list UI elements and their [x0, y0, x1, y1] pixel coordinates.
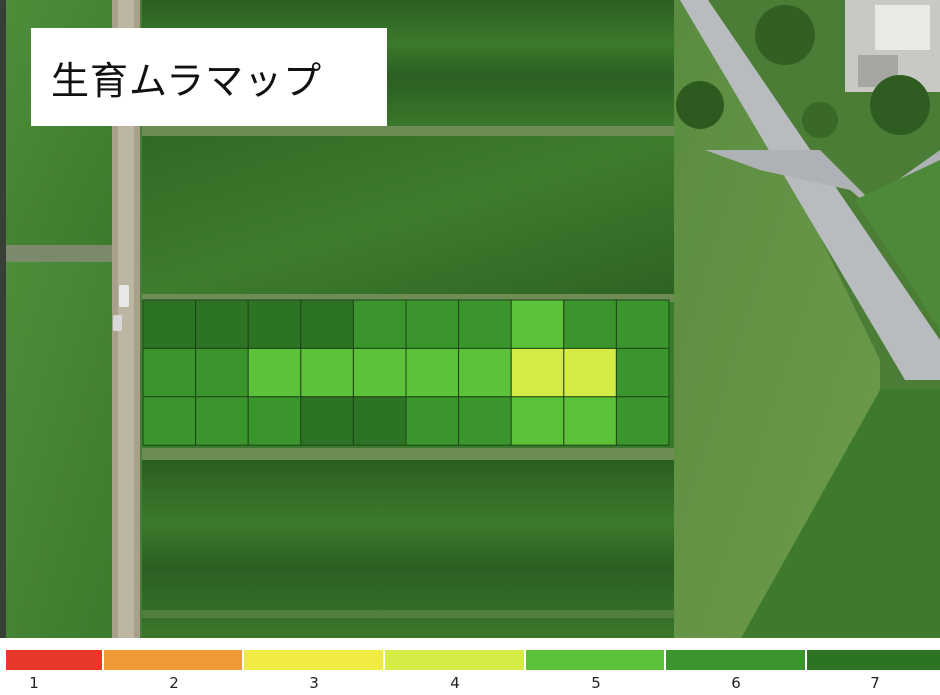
heatmap-cell [247, 347, 302, 398]
legend-label: 5 [591, 674, 601, 692]
paved-road [680, 0, 940, 380]
heatmap-cell [510, 396, 565, 446]
legend-label: 3 [309, 674, 319, 692]
heatmap-cell [300, 299, 354, 349]
heatmap-cell [615, 396, 670, 446]
heatmap-cell [458, 299, 512, 349]
legend-item: 5 [526, 650, 664, 695]
heatmap-cell [615, 299, 670, 349]
heatmap-cell [195, 396, 249, 446]
heatmap-cell [247, 299, 302, 349]
heatmap-cell [300, 347, 354, 398]
legend-swatch [6, 650, 102, 670]
heatmap-cell [458, 347, 512, 398]
heatmap-cell [142, 347, 197, 398]
legend-item: 2 [104, 650, 242, 695]
field-middle-upper [142, 136, 674, 294]
color-legend: 1 2 3 4 5 6 7 [0, 638, 940, 695]
legend-swatch [244, 650, 383, 670]
heatmap-cell [142, 299, 197, 349]
legend-label: 1 [29, 674, 39, 692]
heatmap-cell [563, 347, 617, 398]
tree [676, 81, 724, 129]
heatmap-cell [352, 299, 407, 349]
legend-item: 3 [244, 650, 383, 695]
heatmap-cell [247, 396, 302, 446]
tree [755, 5, 815, 65]
tree [870, 75, 930, 135]
heatmap-cell [195, 299, 249, 349]
legend-item: 1 [6, 650, 102, 695]
heatmap-cell [458, 396, 512, 446]
aerial-photo [0, 0, 940, 640]
legend-swatch [385, 650, 524, 670]
heatmap-cell [142, 396, 197, 446]
legend-label: 4 [450, 674, 460, 692]
vehicle [119, 285, 129, 307]
legend-swatch [807, 650, 940, 670]
tree [802, 102, 838, 138]
heatmap-cell [563, 396, 617, 446]
heatmap-cell [510, 299, 565, 349]
legend-swatch [666, 650, 805, 670]
legend-label: 2 [169, 674, 179, 692]
legend-swatch [526, 650, 664, 670]
heatmap-cell [563, 299, 617, 349]
legend-item: 4 [385, 650, 524, 695]
right-field-lower [740, 390, 940, 640]
heatmap-cell [195, 347, 249, 398]
legend-label: 7 [870, 674, 880, 692]
grass-strip [674, 0, 880, 640]
legend-label: 6 [731, 674, 741, 692]
heatmap-cell [405, 299, 460, 349]
heatmap-cell [300, 396, 354, 446]
heatmap-cell [405, 396, 460, 446]
heatmap-cell [352, 396, 407, 446]
heatmap-cell [615, 347, 670, 398]
growth-heatmap [142, 299, 670, 446]
heatmap-cell [352, 347, 407, 398]
heatmap-cell [510, 347, 565, 398]
map-title: 生育ムラマップ [51, 58, 323, 103]
legend-item: 6 [666, 650, 805, 695]
left-field-bottom [0, 262, 112, 640]
legend-swatch [104, 650, 242, 670]
right-field-upper [855, 160, 940, 330]
title-box: 生育ムラマップ [31, 28, 387, 126]
legend-item: 7 [807, 650, 940, 695]
heatmap-cell [405, 347, 460, 398]
vehicle [113, 315, 122, 331]
